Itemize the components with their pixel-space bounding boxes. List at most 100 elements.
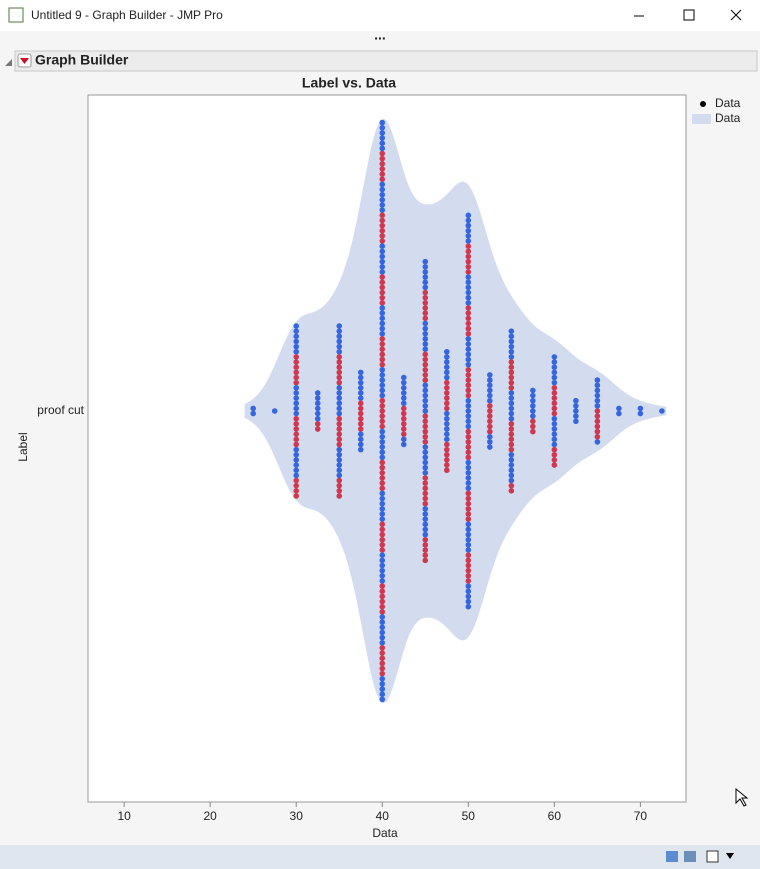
maximize-button[interactable] <box>683 9 695 21</box>
legend-swatch <box>692 114 711 124</box>
x-tick-label: 60 <box>548 809 562 823</box>
data-dot <box>379 279 386 286</box>
data-dot <box>379 130 386 136</box>
violin <box>244 119 667 703</box>
data-dot <box>551 390 558 396</box>
data-dot <box>357 379 364 386</box>
data-dot <box>379 274 386 280</box>
data-dot <box>422 269 429 275</box>
data-dot <box>465 289 472 296</box>
data-dot <box>508 348 515 355</box>
data-dot <box>379 423 386 430</box>
data-dot <box>422 470 429 476</box>
data-dot <box>594 418 601 425</box>
data-dot <box>379 696 386 703</box>
data-dot <box>379 454 386 461</box>
data-dot <box>465 588 472 595</box>
x-axis-label: Data <box>372 826 398 840</box>
data-dot <box>465 397 472 404</box>
data-dot <box>379 135 386 141</box>
data-dot <box>379 639 386 646</box>
more-handle[interactable]: ... <box>374 27 386 43</box>
data-dot <box>336 374 343 381</box>
data-dot <box>487 433 493 440</box>
data-dot <box>379 588 386 595</box>
data-dot <box>594 423 601 430</box>
data-dot <box>422 294 429 301</box>
table-icon[interactable] <box>684 851 696 862</box>
data-dot <box>422 387 429 394</box>
data-dot <box>508 467 515 474</box>
x-tick-label: 40 <box>376 809 390 823</box>
close-button[interactable] <box>730 9 742 21</box>
data-dot <box>551 405 558 412</box>
data-dot <box>422 403 429 409</box>
data-dot <box>508 482 515 489</box>
data-dot <box>508 343 515 350</box>
data-dot <box>379 619 386 625</box>
data-dot <box>379 691 386 698</box>
window-select[interactable] <box>706 850 719 863</box>
data-dot <box>465 346 472 353</box>
data-dot <box>508 364 515 371</box>
data-dot <box>357 385 364 391</box>
data-dot <box>314 426 321 432</box>
cursor <box>735 787 749 807</box>
data-dot <box>379 294 386 301</box>
data-dot <box>379 614 386 620</box>
disclosure[interactable] <box>5 59 12 66</box>
data-dot <box>465 531 472 538</box>
dropdown-arrow[interactable] <box>726 853 734 859</box>
data-dot <box>336 385 343 391</box>
data-dot <box>465 521 472 528</box>
data-dot <box>422 300 429 306</box>
data-dot <box>379 449 386 456</box>
data-dot <box>336 426 343 432</box>
data-dot <box>293 410 300 417</box>
app-icon <box>8 7 24 23</box>
data-dot <box>314 421 321 427</box>
data-dot <box>357 415 364 422</box>
data-dot <box>379 624 386 631</box>
data-dot <box>379 238 386 244</box>
data-dot <box>422 439 429 445</box>
data-dot <box>444 359 450 365</box>
data-dot <box>357 400 364 407</box>
data-dot <box>336 415 343 422</box>
data-dot <box>293 369 300 376</box>
data-dot <box>508 457 515 463</box>
data-dot <box>336 410 343 417</box>
data-dot <box>508 395 515 401</box>
data-dot <box>508 328 515 334</box>
data-dot <box>508 431 515 437</box>
data-dot <box>465 459 472 466</box>
data-dot <box>487 382 493 389</box>
data-dot <box>422 351 429 358</box>
data-dot <box>422 557 429 564</box>
home-icon[interactable] <box>666 851 678 862</box>
data-dot <box>508 385 515 391</box>
data-dot <box>422 315 429 322</box>
x-tick-label: 70 <box>634 809 648 823</box>
data-dot <box>293 385 300 391</box>
data-dot <box>551 364 558 371</box>
data-dot <box>422 336 429 342</box>
data-dot <box>336 467 343 474</box>
data-dot <box>465 315 472 322</box>
data-dot <box>379 444 386 450</box>
title-bar <box>0 0 760 31</box>
data-dot <box>465 567 472 574</box>
data-dot <box>465 222 472 229</box>
data-dot <box>336 390 343 396</box>
data-dot <box>465 562 472 569</box>
data-dot <box>293 333 300 340</box>
data-dot <box>508 488 515 494</box>
data-dot <box>379 681 386 687</box>
data-dot <box>465 557 472 564</box>
data-dot <box>465 305 472 311</box>
data-dot <box>400 374 407 381</box>
data-dot <box>465 475 472 481</box>
data-dot <box>422 500 429 507</box>
data-dot <box>465 367 472 373</box>
data-dot <box>336 421 343 427</box>
